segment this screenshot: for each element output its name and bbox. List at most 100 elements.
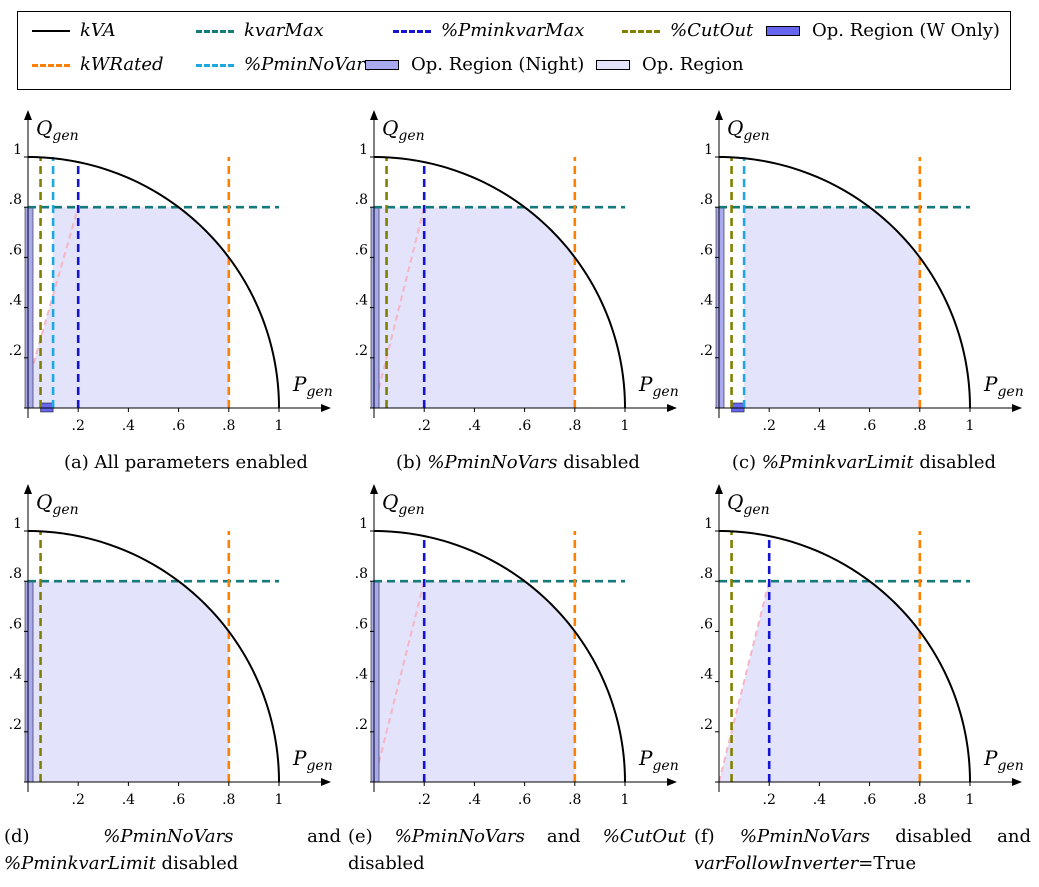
caption-e: (e) %PminNoVars and %CutOut [348,826,686,847]
legend-swatch [32,24,70,38]
y-tick-label: 1 [359,142,368,158]
caption-tag: (e) [348,826,373,847]
y-tick-label: .2 [355,343,368,359]
y-tick-label: .8 [355,192,368,208]
x-tick-label: 1 [621,418,630,434]
y-axis-arrow [715,484,723,494]
y-tick-label: .4 [9,293,22,309]
caption-tag: (d) [4,826,30,847]
x-tick-label: 1 [275,418,284,434]
caption-text: %PminNoVars [739,826,871,847]
y-tick-label: .8 [9,566,22,582]
x-tick-label: .8 [913,418,926,434]
caption-a: (a) All parameters enabled [16,452,356,473]
legend-label: %CutOut [670,20,754,41]
y-tick-label: .6 [9,242,22,258]
y-axis-arrow [24,484,32,494]
legend-swatch [622,24,660,38]
caption-line: disabled [348,853,425,874]
legend-item: Op. Region [594,54,744,75]
legend-swatch [363,58,401,72]
y-tick-label: 1 [13,516,22,532]
y-tick-label: .2 [9,717,22,733]
x-axis-arrow [321,778,331,786]
y-tick-label: 1 [704,142,713,158]
ramp-line [718,580,771,783]
caption-text: disabled [557,452,640,473]
caption-text: %PminNoVars [427,452,558,473]
ramp-line [373,206,426,409]
op-region-ramp [28,207,79,408]
x-axis-arrow [1012,778,1022,786]
y-tick-label: .6 [9,616,22,632]
x-tick-label: .6 [518,418,531,434]
op-region [744,207,920,408]
y-tick-label: .4 [355,293,368,309]
legend-label: Op. Region (Night) [411,54,585,75]
y-axis-label: Qgen [382,490,425,518]
y-tick-label: .8 [700,566,713,582]
y-tick-label: .4 [700,293,713,309]
legend-swatch [32,58,70,72]
y-axis-label: Qgen [36,490,79,518]
kva-curve [718,530,971,783]
x-tick-label: .6 [863,418,876,434]
y-tick-label: .8 [355,566,368,582]
x-tick-label: .8 [913,792,926,808]
x-tick-label: .8 [568,792,581,808]
caption-text: and [546,826,581,847]
kva-curve [373,156,626,409]
y-tick-label: .6 [700,242,713,258]
caption-text: disabled [348,853,425,874]
legend-swatch [764,24,802,38]
panel-c: .2 .2 .4 .4 .6 .6 .8 .8 1 1 Qgen Pgen [700,110,1024,434]
y-tick-label: .4 [9,667,22,683]
x-tick-label: .4 [468,418,481,434]
x-tick-label: .6 [518,792,531,808]
x-tick-label: .8 [568,418,581,434]
x-axis-arrow [667,778,677,786]
caption-line: varFollowInverter=True [694,853,916,874]
ramp-line [373,580,426,783]
kva-curve [27,530,280,783]
y-axis-label: Qgen [36,116,79,144]
caption-d: (d) %PminNoVars and [4,826,341,847]
panel-f: .2 .2 .4 .4 .6 .6 .8 .8 1 1 Qgen Pgen [700,484,1024,808]
x-axis-label: Pgen [983,372,1024,400]
legend-item: %CutOut [622,20,753,41]
y-tick-label: 1 [13,142,22,158]
legend-item: Op. Region (Night) [363,54,584,75]
x-tick-label: .8 [222,792,235,808]
caption-text: All parameters enabled [88,452,308,473]
x-tick-label: 1 [275,792,284,808]
kva-curve [718,156,971,409]
x-axis-arrow [667,404,677,412]
y-axis-label: Qgen [727,116,770,144]
caption-line: %PminkvarLimit disabled [4,853,238,874]
y-axis-label: Qgen [382,116,425,144]
legend-item: %PminNoVars [196,54,374,75]
legend-item: kVA [32,20,116,41]
x-tick-label: .2 [72,792,85,808]
x-tick-label: 1 [621,792,630,808]
x-tick-label: .6 [172,792,185,808]
legend-item: kvarMax [196,20,324,41]
x-tick-label: .2 [418,418,431,434]
legend-swatch [196,58,234,72]
y-axis-arrow [24,110,32,120]
y-tick-label: .8 [700,192,713,208]
caption-text: and [997,826,1031,847]
legend-label: kvarMax [244,20,324,41]
op-region [769,581,920,782]
caption-b: (b) %PminNoVars disabled [348,452,688,473]
x-tick-label: .2 [418,792,431,808]
x-axis-label: Pgen [638,746,679,774]
caption-text: and [307,826,341,847]
x-axis-label: Pgen [983,746,1024,774]
caption-tag: (f) [694,826,715,847]
caption-f: (f) %PminNoVars disabled and [694,826,1031,847]
ramp-line [27,206,80,384]
caption-tag: (a) [64,452,89,473]
x-axis-label: Pgen [292,746,333,774]
